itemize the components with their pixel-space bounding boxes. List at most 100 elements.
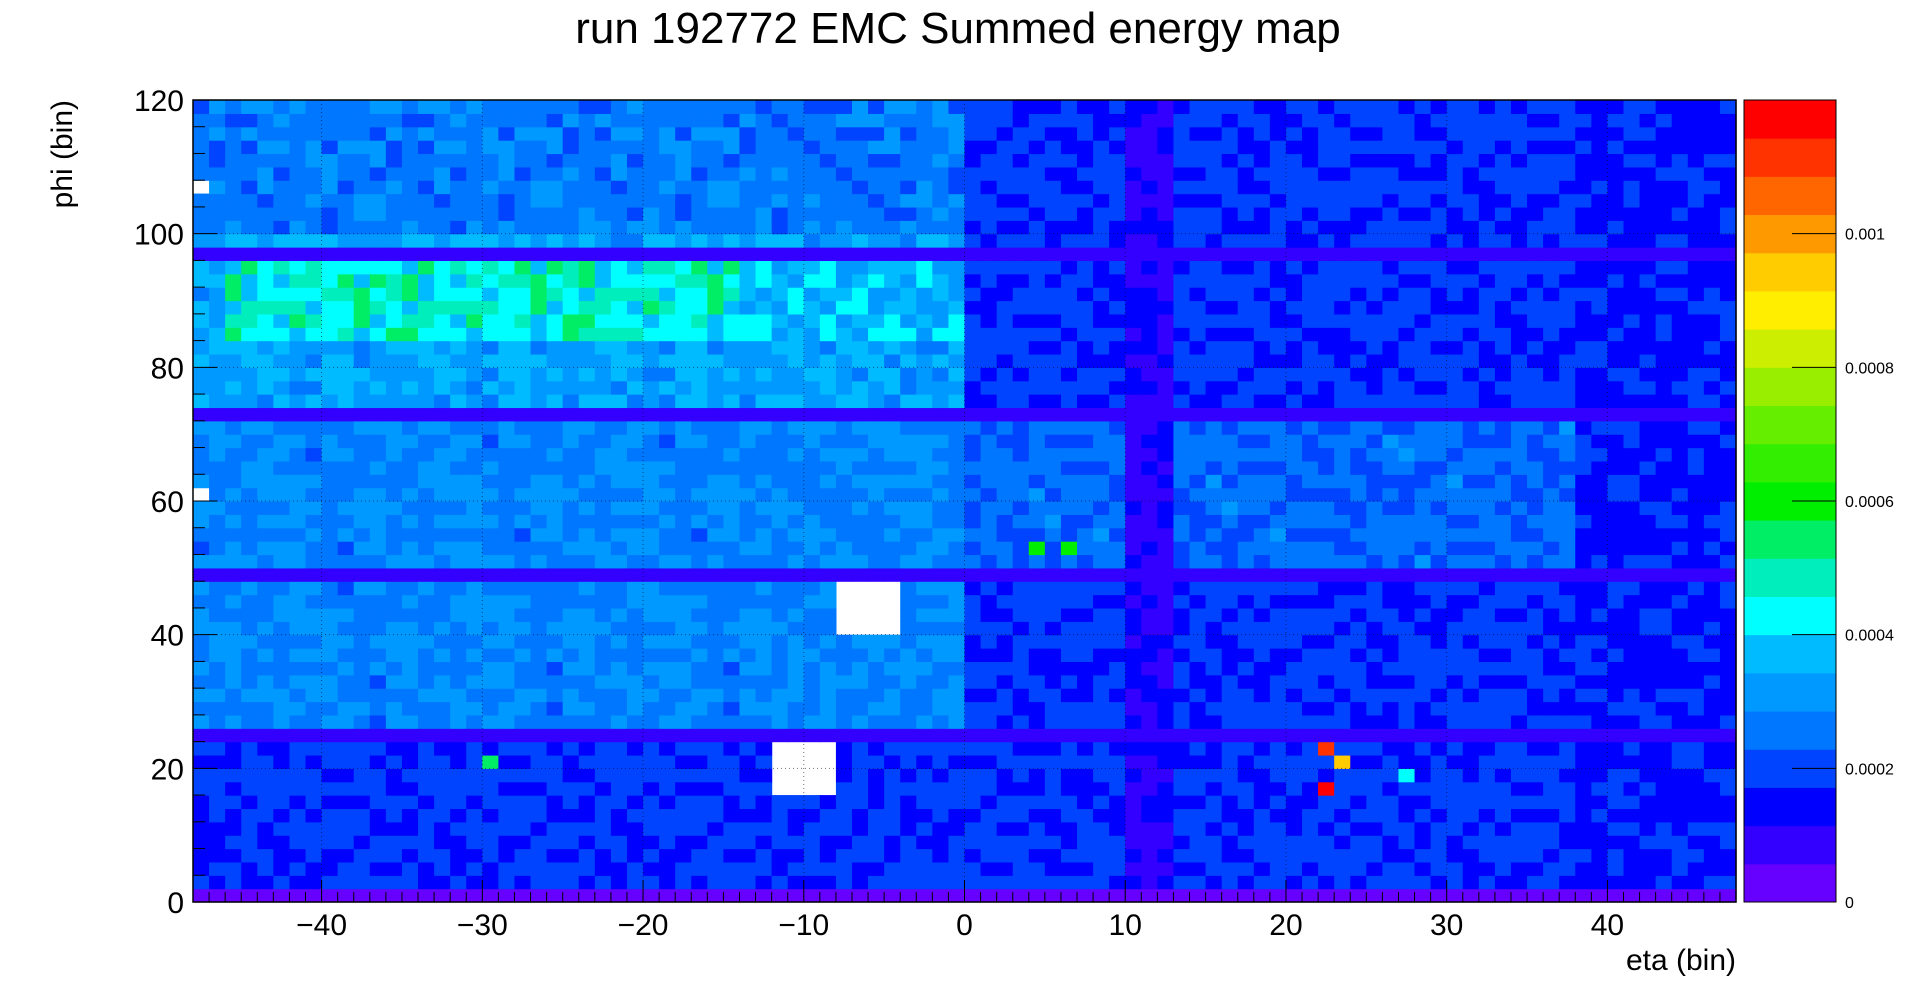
- heatmap-cell: [884, 795, 901, 810]
- heatmap-cell: [771, 795, 789, 810]
- heatmap-cell: [1253, 661, 1271, 676]
- heatmap-cell: [1189, 113, 1207, 128]
- heatmap-cell: [337, 100, 355, 114]
- heatmap-cell: [1077, 447, 1094, 462]
- heatmap-cell: [337, 607, 355, 622]
- heatmap-cell: [401, 768, 419, 783]
- heatmap-cell: [835, 206, 853, 221]
- heatmap-cell: [739, 501, 757, 515]
- heatmap-cell: [1366, 140, 1383, 155]
- heatmap-cell: [193, 554, 210, 569]
- heatmap-cell: [321, 648, 339, 662]
- heatmap-cell: [851, 567, 869, 582]
- heatmap-cell: [498, 808, 516, 823]
- heatmap-cell: [353, 206, 371, 221]
- heatmap-cell: [1302, 754, 1319, 769]
- heatmap-cell: [1173, 474, 1191, 489]
- heatmap-cell: [353, 795, 371, 810]
- heatmap-cell: [401, 394, 419, 409]
- heatmap-cell: [1430, 848, 1448, 863]
- heatmap-cell: [996, 674, 1014, 689]
- heatmap-cell: [353, 220, 371, 235]
- heatmap-cell: [305, 153, 323, 168]
- heatmap-cell: [1189, 300, 1207, 315]
- heatmap-cell: [1382, 527, 1400, 542]
- heatmap-cell: [932, 567, 950, 582]
- heatmap-cell: [321, 287, 339, 302]
- heatmap-cell: [626, 153, 644, 168]
- heatmap-cell: [643, 808, 660, 823]
- heatmap-cell: [1269, 247, 1287, 261]
- heatmap-cell: [996, 180, 1014, 195]
- heatmap-cell: [659, 821, 676, 836]
- heatmap-cell: [1012, 848, 1030, 863]
- heatmap-cell: [771, 554, 789, 569]
- heatmap-cell: [1285, 527, 1303, 542]
- heatmap-cell: [1028, 688, 1046, 703]
- heatmap-cell: [498, 607, 516, 622]
- heatmap-cell: [1334, 554, 1351, 569]
- heatmap-cell: [900, 714, 917, 729]
- heatmap-cell: [771, 300, 789, 315]
- heatmap-cell: [1077, 594, 1094, 609]
- heatmap-cell: [257, 166, 274, 181]
- heatmap-cell: [209, 206, 226, 221]
- heatmap-cell: [418, 781, 435, 796]
- heatmap-cell: [418, 701, 435, 716]
- heatmap-cell: [723, 848, 741, 863]
- heatmap-cell: [530, 487, 548, 502]
- heatmap-cell: [562, 527, 580, 542]
- heatmap-cell: [1093, 541, 1110, 556]
- heatmap-cell: [530, 394, 548, 409]
- heatmap-cell: [1269, 206, 1287, 221]
- heatmap-cell: [707, 313, 724, 328]
- heatmap-cell: [353, 634, 371, 649]
- heatmap-cell: [514, 233, 532, 248]
- heatmap-cell: [1044, 741, 1062, 756]
- heatmap-cell: [1446, 140, 1464, 155]
- heatmap-cell: [1334, 501, 1351, 515]
- heatmap-cell: [1430, 166, 1448, 181]
- heatmap-cell: [1510, 220, 1528, 235]
- heatmap-cell: [1414, 634, 1432, 649]
- heatmap-cell: [771, 367, 789, 382]
- heatmap-cell: [851, 768, 869, 783]
- heatmap-cell: [241, 514, 258, 529]
- heatmap-cell: [401, 581, 419, 596]
- heatmap-cell: [209, 554, 226, 569]
- heatmap-cell: [755, 701, 773, 716]
- heatmap-cell: [1510, 754, 1528, 769]
- heatmap-cell: [739, 728, 757, 743]
- heatmap-cell: [1141, 594, 1158, 609]
- heatmap-cell: [1285, 541, 1303, 556]
- heatmap-cell: [739, 367, 757, 382]
- heatmap-cell: [482, 648, 499, 662]
- heatmap-cell: [996, 140, 1014, 155]
- heatmap-cell: [1350, 247, 1367, 261]
- heatmap-cell: [1269, 861, 1287, 876]
- heatmap-cell: [900, 554, 917, 569]
- heatmap-cell: [980, 460, 998, 475]
- heatmap-cell: [498, 594, 516, 609]
- heatmap-cell: [1334, 621, 1351, 636]
- heatmap-cell: [1221, 714, 1239, 729]
- heatmap-cell: [385, 835, 403, 850]
- heatmap-cell: [787, 407, 805, 422]
- heatmap-cell: [321, 607, 339, 622]
- heatmap-cell: [1446, 247, 1464, 261]
- heatmap-cell: [900, 166, 917, 181]
- heatmap-cell: [964, 581, 982, 596]
- heatmap-cell: [321, 701, 339, 716]
- heatmap-cell: [900, 527, 917, 542]
- heatmap-cell: [450, 795, 467, 810]
- heatmap-cell: [1141, 821, 1158, 836]
- heatmap-cell: [241, 554, 258, 569]
- heatmap-cell: [626, 340, 644, 355]
- heatmap-cell: [610, 741, 628, 756]
- heatmap-cell: [691, 353, 708, 368]
- heatmap-cell: [1237, 808, 1255, 823]
- heatmap-cell: [1157, 861, 1175, 876]
- heatmap-cell: [948, 781, 966, 796]
- heatmap-cell: [466, 474, 483, 489]
